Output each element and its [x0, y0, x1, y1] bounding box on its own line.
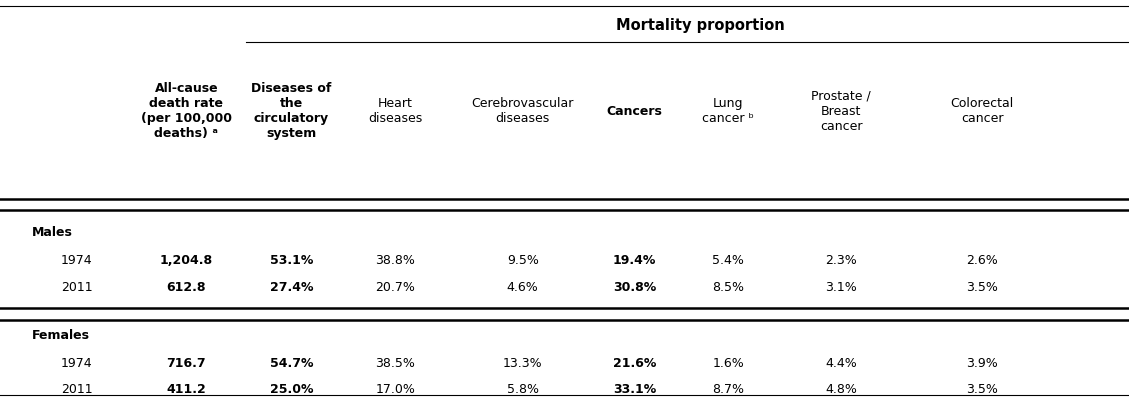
- Text: 38.8%: 38.8%: [375, 254, 415, 266]
- Text: All-cause
death rate
(per 100,000
deaths) ᵃ: All-cause death rate (per 100,000 deaths…: [141, 82, 231, 140]
- Text: 1,204.8: 1,204.8: [159, 254, 213, 266]
- Text: 54.7%: 54.7%: [270, 357, 313, 370]
- Text: Heart
diseases: Heart diseases: [368, 97, 422, 125]
- Text: Colorectal
cancer: Colorectal cancer: [951, 97, 1014, 125]
- Text: Females: Females: [32, 329, 89, 342]
- Text: 2011: 2011: [61, 384, 93, 396]
- Text: 2.6%: 2.6%: [966, 254, 998, 266]
- Text: 3.9%: 3.9%: [966, 357, 998, 370]
- Text: Diseases of
the
circulatory
system: Diseases of the circulatory system: [251, 82, 332, 140]
- Text: 3.5%: 3.5%: [966, 384, 998, 396]
- Text: 27.4%: 27.4%: [270, 281, 313, 294]
- Text: 3.5%: 3.5%: [966, 281, 998, 294]
- Text: Cancers: Cancers: [606, 105, 663, 118]
- Text: 716.7: 716.7: [166, 357, 207, 370]
- Text: 2.3%: 2.3%: [825, 254, 857, 266]
- Text: 8.7%: 8.7%: [712, 384, 744, 396]
- Text: 30.8%: 30.8%: [613, 281, 656, 294]
- Text: 9.5%: 9.5%: [507, 254, 539, 266]
- Text: 17.0%: 17.0%: [375, 384, 415, 396]
- Text: Mortality proportion: Mortality proportion: [615, 18, 785, 33]
- Text: 1.6%: 1.6%: [712, 357, 744, 370]
- Text: 25.0%: 25.0%: [270, 384, 313, 396]
- Text: 13.3%: 13.3%: [502, 357, 543, 370]
- Text: Cerebrovascular
diseases: Cerebrovascular diseases: [472, 97, 574, 125]
- Text: 19.4%: 19.4%: [613, 254, 656, 266]
- Text: Males: Males: [32, 226, 72, 239]
- Text: 4.6%: 4.6%: [507, 281, 539, 294]
- Text: 411.2: 411.2: [166, 384, 207, 396]
- Text: 612.8: 612.8: [167, 281, 205, 294]
- Text: 38.5%: 38.5%: [375, 357, 415, 370]
- Text: 4.4%: 4.4%: [825, 357, 857, 370]
- Text: 2011: 2011: [61, 281, 93, 294]
- Text: 8.5%: 8.5%: [712, 281, 744, 294]
- Text: 21.6%: 21.6%: [613, 357, 656, 370]
- Text: 5.8%: 5.8%: [507, 384, 539, 396]
- Text: 5.4%: 5.4%: [712, 254, 744, 266]
- Text: 4.8%: 4.8%: [825, 384, 857, 396]
- Text: 33.1%: 33.1%: [613, 384, 656, 396]
- Text: 1974: 1974: [61, 357, 93, 370]
- Text: 1974: 1974: [61, 254, 93, 266]
- Text: Prostate /
Breast
cancer: Prostate / Breast cancer: [812, 90, 870, 133]
- Text: 3.1%: 3.1%: [825, 281, 857, 294]
- Text: 20.7%: 20.7%: [375, 281, 415, 294]
- Text: Lung
cancer ᵇ: Lung cancer ᵇ: [702, 97, 754, 125]
- Text: 53.1%: 53.1%: [270, 254, 313, 266]
